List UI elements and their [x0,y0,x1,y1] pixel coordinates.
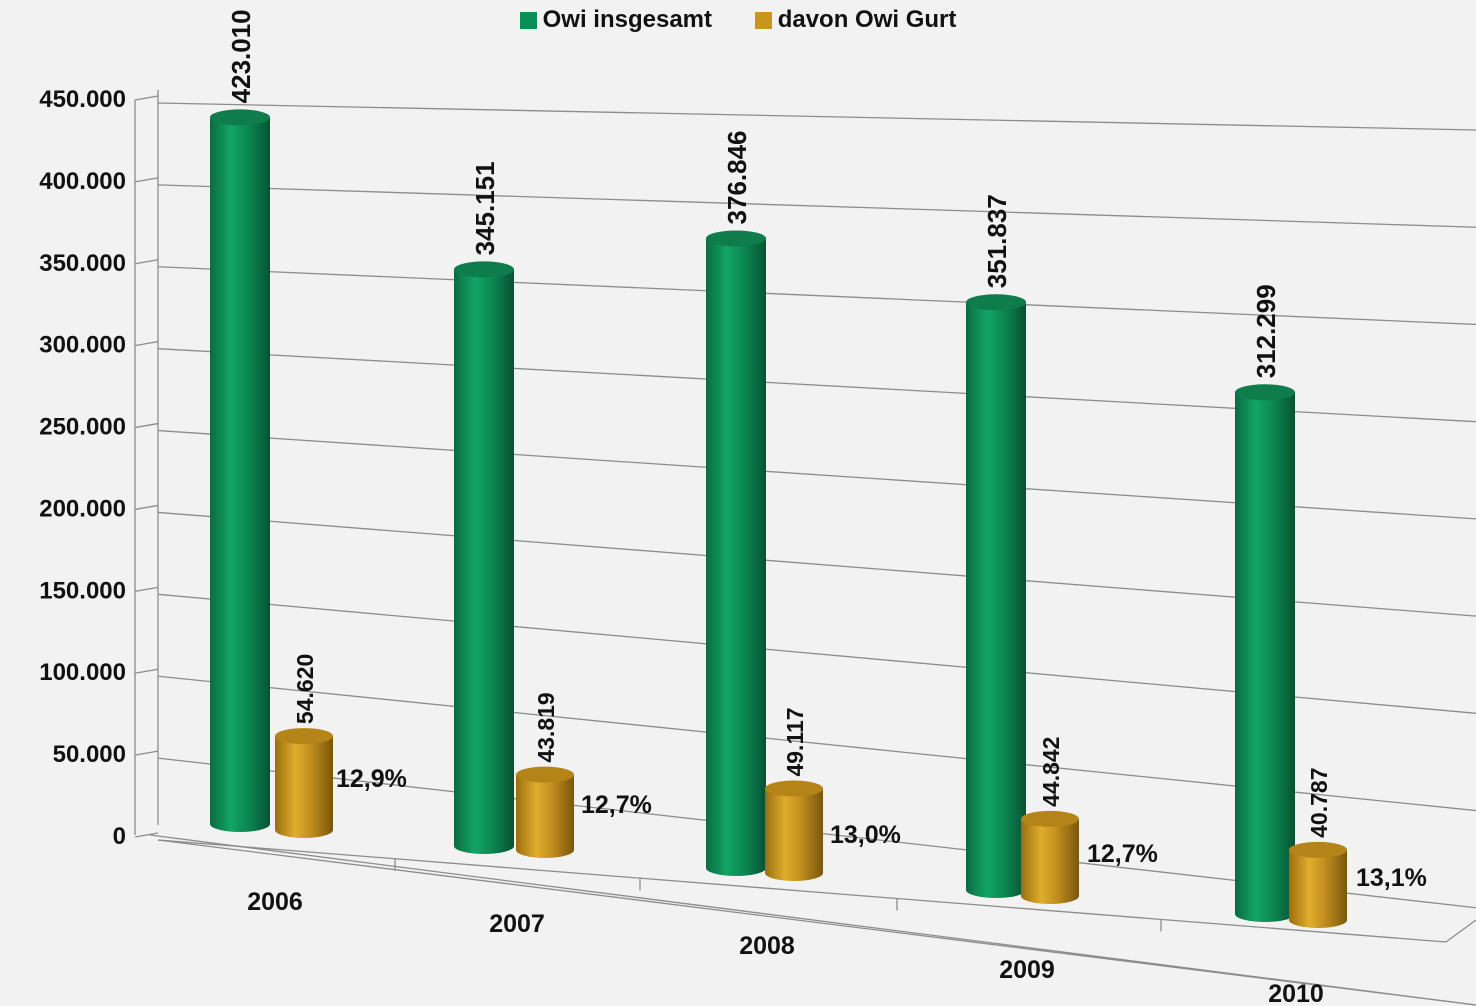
bar-owi-insgesamt-body [706,238,766,877]
legend-label-owi-insgesamt: Owi insgesamt [542,6,713,33]
gridline-side [134,832,159,838]
x-tick-label: 2007 [489,910,545,938]
bar-owi-gurt-body [765,788,823,881]
bar-owi-gurt-top [1021,810,1079,827]
data-label-owi-gurt: 40.787 [1306,768,1332,838]
data-label-owi-insgesamt: 376.846 [722,130,752,224]
gridline-side [134,95,159,101]
data-label-owi-gurt: 44.842 [1038,737,1064,807]
percent-label: 12,7% [1087,840,1158,868]
bar-owi-gurt [275,728,333,838]
bar-owi-gurt-top [275,728,333,745]
data-label-owi-insgesamt: 351.837 [982,194,1012,288]
y-tick-label: 450.000 [39,86,126,113]
data-label-owi-insgesamt: 345.151 [470,161,500,255]
bar-owi-gurt [1021,810,1079,904]
bar-owi-gurt-body [1289,849,1347,928]
y-tick-label: 0 [113,823,126,850]
bar-owi-insgesamt [966,294,1026,898]
bar-owi-insgesamt [1235,384,1295,923]
y-tick-label: 400.000 [39,168,126,195]
bar-owi-gurt-body [275,736,333,838]
floor-back-edge [149,834,1476,1006]
bars-layer: 423.010 54.620 12,9% 345.151 43.819 12,7% 376.… [210,9,1427,928]
percent-label: 12,9% [336,765,407,793]
bar-owi-insgesamt-body [1235,392,1295,923]
y-tick-label: 300.000 [39,332,126,359]
data-label-owi-gurt: 49.117 [782,707,808,776]
bar-owi-insgesamt-top [454,261,514,278]
gridline [157,266,1476,326]
y-tick-label: 100.000 [39,659,126,686]
bar-owi-insgesamt [210,109,270,832]
x-tick-label: 2008 [739,932,795,960]
y-tick-label: 50.000 [53,741,126,768]
chart-legend: Owi insgesamt davon Owi Gurt [0,6,1476,36]
gridline-side [134,259,159,265]
bar-owi-insgesamt-top [706,230,766,247]
y-tick-label: 250.000 [39,414,126,441]
gridline-side [134,668,159,674]
x-tick-label: 2009 [999,956,1055,984]
gridline-side [134,750,159,756]
gridline-side [134,504,159,511]
gridline-side [134,341,159,347]
bar-owi-gurt-body [1021,818,1079,904]
x-tick-label: 2010 [1268,980,1324,1006]
y-tick-label: 150.000 [39,577,126,604]
legend-item-owi-gurt: davon Owi Gurt [754,6,957,34]
axis-layer: 0 50.000 100.000 150.000 200.000 250.000 300.0… [39,86,1476,1006]
data-label-owi-insgesamt: 423.010 [226,9,256,103]
data-label-owi-gurt: 54.620 [292,654,318,724]
bar-owi-insgesamt-top [210,109,270,126]
bar-owi-gurt-body [516,774,574,858]
y-tick-label: 350.000 [39,250,126,277]
bar-owi-gurt [516,766,574,858]
bar-owi-gurt-top [765,780,823,797]
percent-label: 12,7% [581,791,652,819]
bar-owi-insgesamt-top [966,294,1026,311]
bar-owi-insgesamt-body [454,269,514,854]
bar-owi-insgesamt-body [966,302,1026,898]
x-tick-label: 2006 [247,888,303,916]
gridline [157,184,1476,228]
x-axis-end [1445,919,1476,943]
gridline-side [134,586,159,592]
bar-owi-gurt-top [516,766,574,783]
percent-label: 13,1% [1356,864,1427,892]
bar-owi-insgesamt-top [1235,384,1295,401]
data-label-owi-gurt: 43.819 [533,692,559,762]
bar-owi-insgesamt [706,230,766,877]
gridline-side [134,177,159,183]
percent-label: 13,0% [830,821,901,849]
gridline [157,102,1476,131]
gridline-side [134,422,159,429]
y-tick-label: 200.000 [39,495,126,522]
bar-owi-gurt-top [1289,841,1347,858]
bar-owi-insgesamt [454,261,514,854]
bar-owi-gurt [1289,841,1347,928]
legend-swatch-gold [754,11,772,29]
bar-owi-gurt [765,780,823,881]
gridline [157,839,1476,1006]
x-axis-line [157,839,1447,943]
legend-swatch-green [519,11,537,29]
legend-label-owi-gurt: davon Owi Gurt [777,6,957,33]
data-label-owi-insgesamt: 312.299 [1251,284,1281,378]
bar-owi-insgesamt-body [210,117,270,832]
legend-item-owi-insgesamt: Owi insgesamt [519,6,713,34]
